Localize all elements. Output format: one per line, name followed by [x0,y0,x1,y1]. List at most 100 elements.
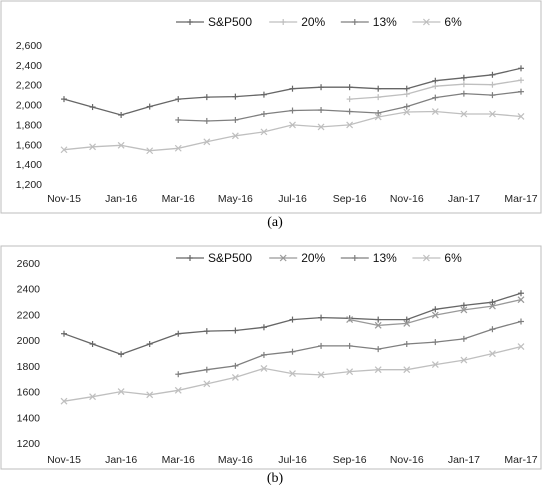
y-tick-label: 1,800 [16,119,42,131]
data-point [231,374,239,381]
y-tick-label: 1,200 [16,179,42,191]
data-point [260,365,268,372]
legend-label: S&P500 [208,15,252,29]
data-point [289,121,296,129]
x-tick-label: Mar-17 [504,454,537,466]
x-tick-label: May-16 [218,193,253,205]
data-point [518,318,524,325]
data-point [489,71,496,78]
y-tick-label: 1200 [17,438,41,450]
x-tick-label: May-16 [218,454,253,466]
series-6pct [60,343,525,405]
data-point [289,85,296,92]
data-point [432,83,439,90]
data-point [203,138,211,146]
data-point [346,368,354,376]
data-point [517,113,525,120]
data-point [231,132,239,140]
data-point [346,108,353,115]
data-point [431,108,439,115]
data-point [260,91,267,98]
y-tick-label: 1,600 [16,139,42,151]
data-point [203,94,210,101]
series-6pct [60,108,525,155]
data-point [489,326,496,333]
chart-a-caption: (a) [267,215,283,230]
data-point [432,306,439,313]
data-point [89,341,96,347]
y-tick-label: 2,400 [16,60,42,72]
data-point [260,128,268,136]
data-point [260,111,267,118]
legend-label: S&P500 [208,251,252,265]
data-point [403,366,411,374]
chart-panel-a: 1,200 1,400 1,600 1,800 2,000 2,200 2,400 2,600… [0,0,550,240]
data-point [460,335,467,342]
series-sandp500 [61,65,524,118]
data-point [403,108,411,116]
y-tick-label: 2600 [17,258,41,270]
y-tick-label: 2400 [17,284,41,296]
data-point [346,342,353,349]
data-point [374,366,382,374]
legend-label: 13% [373,251,397,265]
data-point [460,81,467,88]
data-point [517,296,525,304]
x-tick-label: Jan-17 [448,454,480,466]
data-point [518,77,524,84]
data-point [432,77,439,84]
data-point [432,339,439,346]
data-point [375,85,382,92]
y-tick-label: 2,200 [16,80,42,92]
data-point [460,356,468,364]
data-point [203,366,210,373]
legend-marker [187,19,193,25]
data-point [489,299,496,306]
legend-label: 13% [373,15,397,29]
data-point [489,92,496,99]
data-point [260,351,267,358]
x-tick-label: Sep-16 [333,193,367,205]
data-point [318,314,325,321]
data-point [232,327,239,334]
data-point [375,316,382,323]
data-point [317,123,325,131]
data-point [346,84,353,91]
legend-item-13pct: 13% [340,15,397,29]
data-point [432,94,439,101]
legend-item-20pct: 20% [269,251,326,265]
data-point [374,321,382,329]
data-point [460,302,467,309]
data-point [117,141,125,149]
x-tick-label: Jan-16 [105,193,137,205]
legend-marker [422,254,430,262]
chart-b-svg: 1200 1400 1600 1800 2000 2200 2400 2600 Nov-15 Ja… [0,245,542,470]
data-point [318,107,325,114]
data-point [260,324,267,331]
legend-marker [279,254,287,262]
data-point [232,362,239,369]
data-point [146,391,154,399]
data-point [175,96,182,103]
data-point [403,103,410,110]
x-tick-label: Nov-16 [390,193,424,205]
data-point [89,104,96,111]
data-point [118,351,125,358]
data-point [517,343,525,350]
series-line [63,292,522,355]
data-point [317,371,325,379]
data-point [460,306,468,314]
data-point [403,316,410,323]
data-point [346,121,354,129]
data-point [203,117,210,124]
x-tick-label: Mar-16 [162,193,195,205]
data-point [118,111,125,118]
data-point [175,116,182,123]
data-point [203,328,210,335]
legend-item-13pct: 13% [340,251,397,265]
data-point [518,65,524,72]
data-point [117,388,125,395]
y-tick-label: 2000 [17,335,41,347]
data-point [175,371,182,378]
data-point [460,90,467,97]
